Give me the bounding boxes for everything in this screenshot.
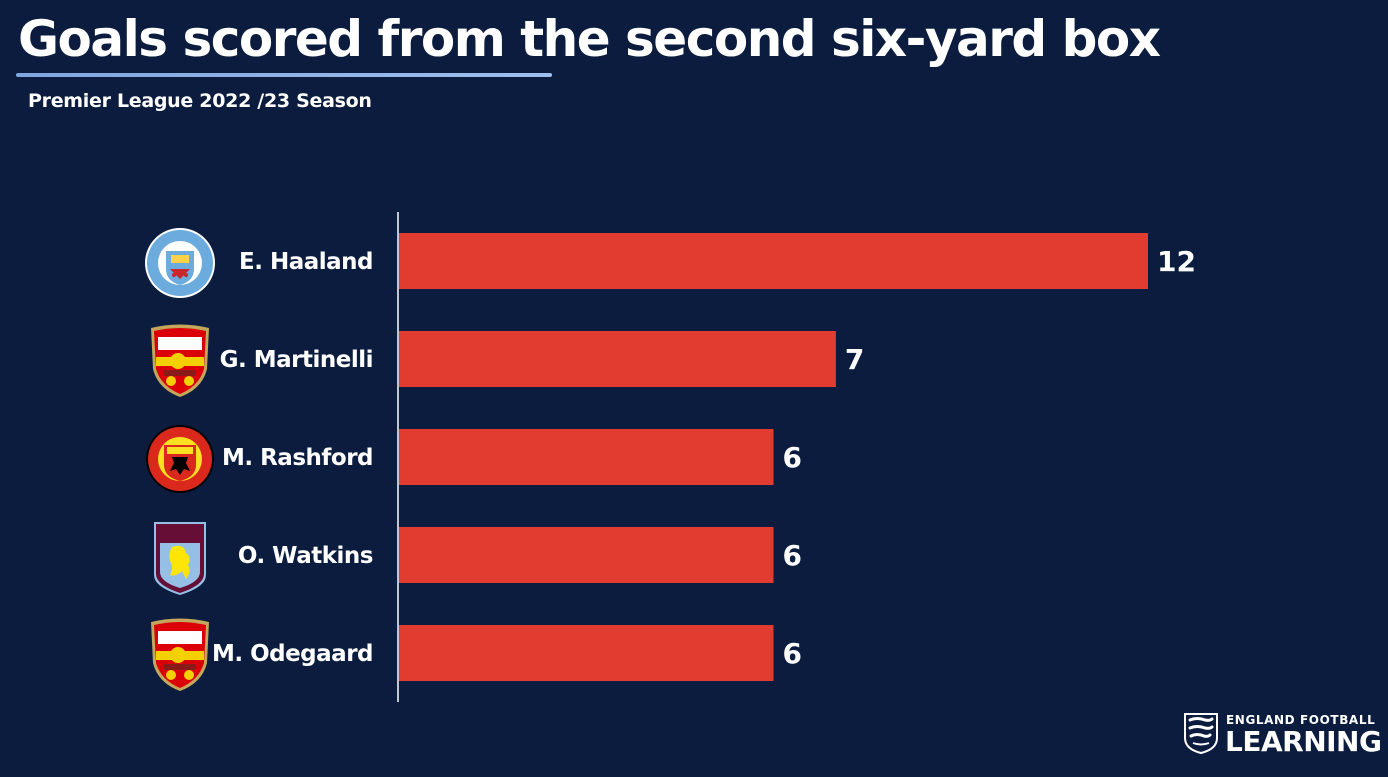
bar-o-watkins [399, 527, 774, 583]
manchester-united-crest-icon [144, 425, 216, 493]
chart-title: Goals scored from the second six-yard bo… [18, 10, 1161, 68]
category-label: E. Haaland [239, 249, 373, 275]
title-underline [16, 73, 552, 77]
data-label: 6 [783, 637, 802, 670]
england-football-learning-logo: ENGLAND FOOTBALL LEARNING [1183, 712, 1382, 758]
logo-main-text: LEARNING [1225, 725, 1382, 758]
data-label: 12 [1157, 245, 1196, 278]
data-label: 7 [845, 343, 864, 376]
category-label: O. Watkins [238, 543, 373, 569]
data-label: 6 [783, 539, 802, 572]
data-label: 6 [783, 441, 802, 474]
category-label: M. Rashford [222, 445, 373, 471]
arsenal-crest-icon [151, 618, 209, 691]
category-label: M. Odegaard [212, 641, 373, 667]
bar-m-rashford [399, 429, 774, 485]
bar-m-odegaard [399, 625, 774, 681]
manchester-city-crest-icon [145, 228, 215, 298]
england-three-lions-icon [1184, 713, 1218, 754]
bar-e-haaland [399, 233, 1148, 289]
bar-g-martinelli [399, 331, 836, 387]
arsenal-crest-icon [151, 324, 209, 397]
logo-top-text: ENGLAND FOOTBALL [1226, 713, 1376, 727]
chart-subtitle: Premier League 2022 /23 Season [28, 90, 372, 112]
category-label: G. Martinelli [220, 347, 373, 373]
aston-villa-crest-icon [154, 522, 206, 595]
